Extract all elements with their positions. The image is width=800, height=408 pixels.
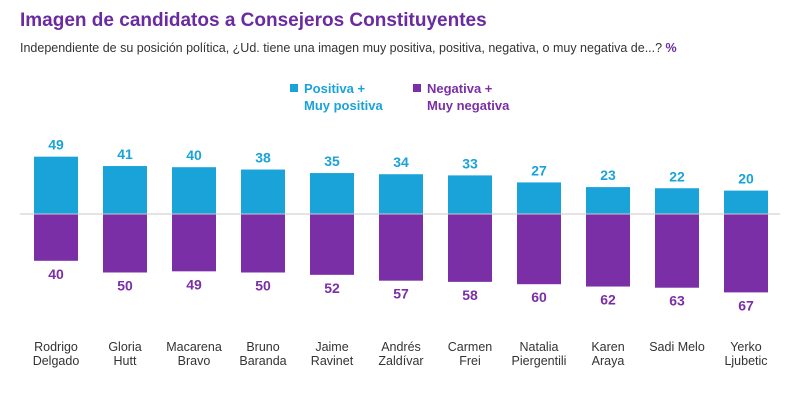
data-label-negative: 60 [531,289,547,305]
data-label-positive: 20 [738,171,754,187]
bar-negative [586,214,630,287]
data-label-positive: 41 [117,146,133,162]
category-label: Rodrigo Delgado [33,340,80,368]
bar-negative [310,214,354,275]
data-label-negative: 58 [462,287,478,303]
legend-positive: Positiva + Muy positiva [290,80,383,114]
bar-negative [34,214,78,261]
category-label: Gloria Hutt [108,340,141,368]
bar-positive [172,167,216,214]
bar-negative [517,214,561,285]
category-label: Karen Araya [591,340,624,368]
data-label-positive: 49 [48,137,64,153]
bar-positive [379,174,423,214]
data-label-positive: 35 [324,153,340,169]
data-label-positive: 40 [186,147,202,163]
bar-positive [655,188,699,214]
data-label-negative: 62 [600,292,616,308]
legend-negative-label: Negativa + Muy negativa [427,81,510,113]
bar-positive [724,190,768,214]
data-label-positive: 27 [531,162,547,178]
bar-negative [379,214,423,281]
subtitle-unit: % [665,41,677,55]
category-label: Sadi Melo [649,340,705,354]
data-label-negative: 57 [393,286,409,302]
data-label-negative: 50 [255,278,271,294]
legend-negative-swatch [413,84,421,92]
bar-positive [586,187,630,214]
data-label-positive: 33 [462,155,478,171]
data-label-negative: 50 [117,278,133,294]
chart-title: Imagen de candidatos a Consejeros Consti… [20,10,487,31]
data-label-negative: 52 [324,280,340,296]
category-label: Natalia Piergentili [512,340,567,368]
bar-negative [655,214,699,288]
bar-positive [448,175,492,214]
data-label-positive: 38 [255,150,271,166]
bar-negative [448,214,492,282]
category-label: Jaime Ravinet [311,340,354,368]
bar-negative [724,214,768,293]
subtitle-question: Independiente de su posición política, ¿… [20,41,663,55]
legend-negative: Negativa + Muy negativa [413,80,509,114]
data-label-negative: 40 [48,266,64,282]
category-label: Yerko Ljubetic [724,340,767,368]
legend-positive-label: Positiva + Muy positiva [304,81,383,113]
bar-positive [241,169,285,214]
data-label-negative: 63 [669,293,685,309]
category-label: Macarena Bravo [166,340,222,368]
chart-subtitle: Independiente de su posición política, ¿… [20,41,677,55]
data-label-positive: 34 [393,154,409,170]
category-label: Bruno Baranda [239,340,286,368]
bar-positive [103,166,147,214]
data-label-negative: 67 [738,297,754,313]
bar-negative [241,214,285,273]
bar-positive [517,182,561,214]
bar-negative [172,214,216,272]
data-label-positive: 23 [600,167,616,183]
bar-positive [34,156,78,214]
legend-positive-swatch [290,84,298,92]
data-label-negative: 49 [186,276,202,292]
category-label: Carmen Frei [448,340,493,368]
data-label-positive: 22 [669,168,685,184]
bar-positive [310,173,354,214]
bar-negative [103,214,147,273]
category-label: Andrés Zaldívar [378,340,423,368]
